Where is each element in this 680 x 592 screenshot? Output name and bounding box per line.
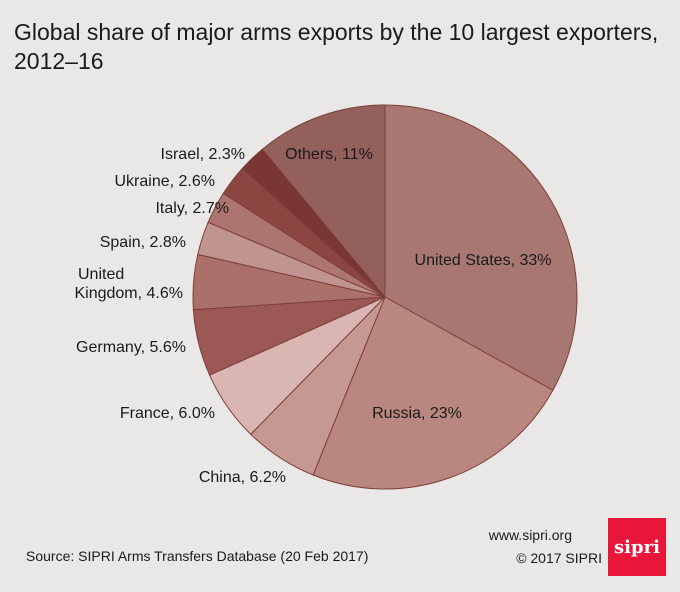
label-united-kingdom-line1: United xyxy=(78,266,124,283)
copyright-text: © 2017 SIPRI xyxy=(516,550,602,566)
source-note: Source: SIPRI Arms Transfers Database (2… xyxy=(26,548,369,564)
pie-slices xyxy=(192,104,578,490)
chart-title: Global share of major arms exports by th… xyxy=(14,18,664,76)
slice-others xyxy=(261,104,386,299)
label-china: China, 6.2% xyxy=(199,469,286,486)
label-israel: Israel, 2.3% xyxy=(161,146,245,163)
label-united-kingdom-line2: Kingdom, 4.6% xyxy=(74,285,183,302)
label-ukraine: Ukraine, 2.6% xyxy=(115,173,216,190)
label-united-states: United States, 33% xyxy=(415,252,552,269)
chart-title-line2: 2012–16 xyxy=(14,48,104,74)
label-france: France, 6.0% xyxy=(120,405,215,422)
label-spain: Spain, 2.8% xyxy=(100,234,186,251)
label-germany: Germany, 5.6% xyxy=(76,339,186,356)
label-russia: Russia, 23% xyxy=(372,405,462,422)
slice-united-states xyxy=(384,104,578,391)
label-italy: Italy, 2.7% xyxy=(155,200,229,217)
chart-title-line1: Global share of major arms exports by th… xyxy=(14,19,659,45)
website-link[interactable]: www.sipri.org xyxy=(488,527,572,543)
slice-labels: United States, 33% Russia, 23% China, 6.… xyxy=(74,146,551,486)
sipri-logo: sipri xyxy=(608,518,666,576)
slice-russia xyxy=(312,296,554,490)
label-others: Others, 11% xyxy=(285,146,373,163)
